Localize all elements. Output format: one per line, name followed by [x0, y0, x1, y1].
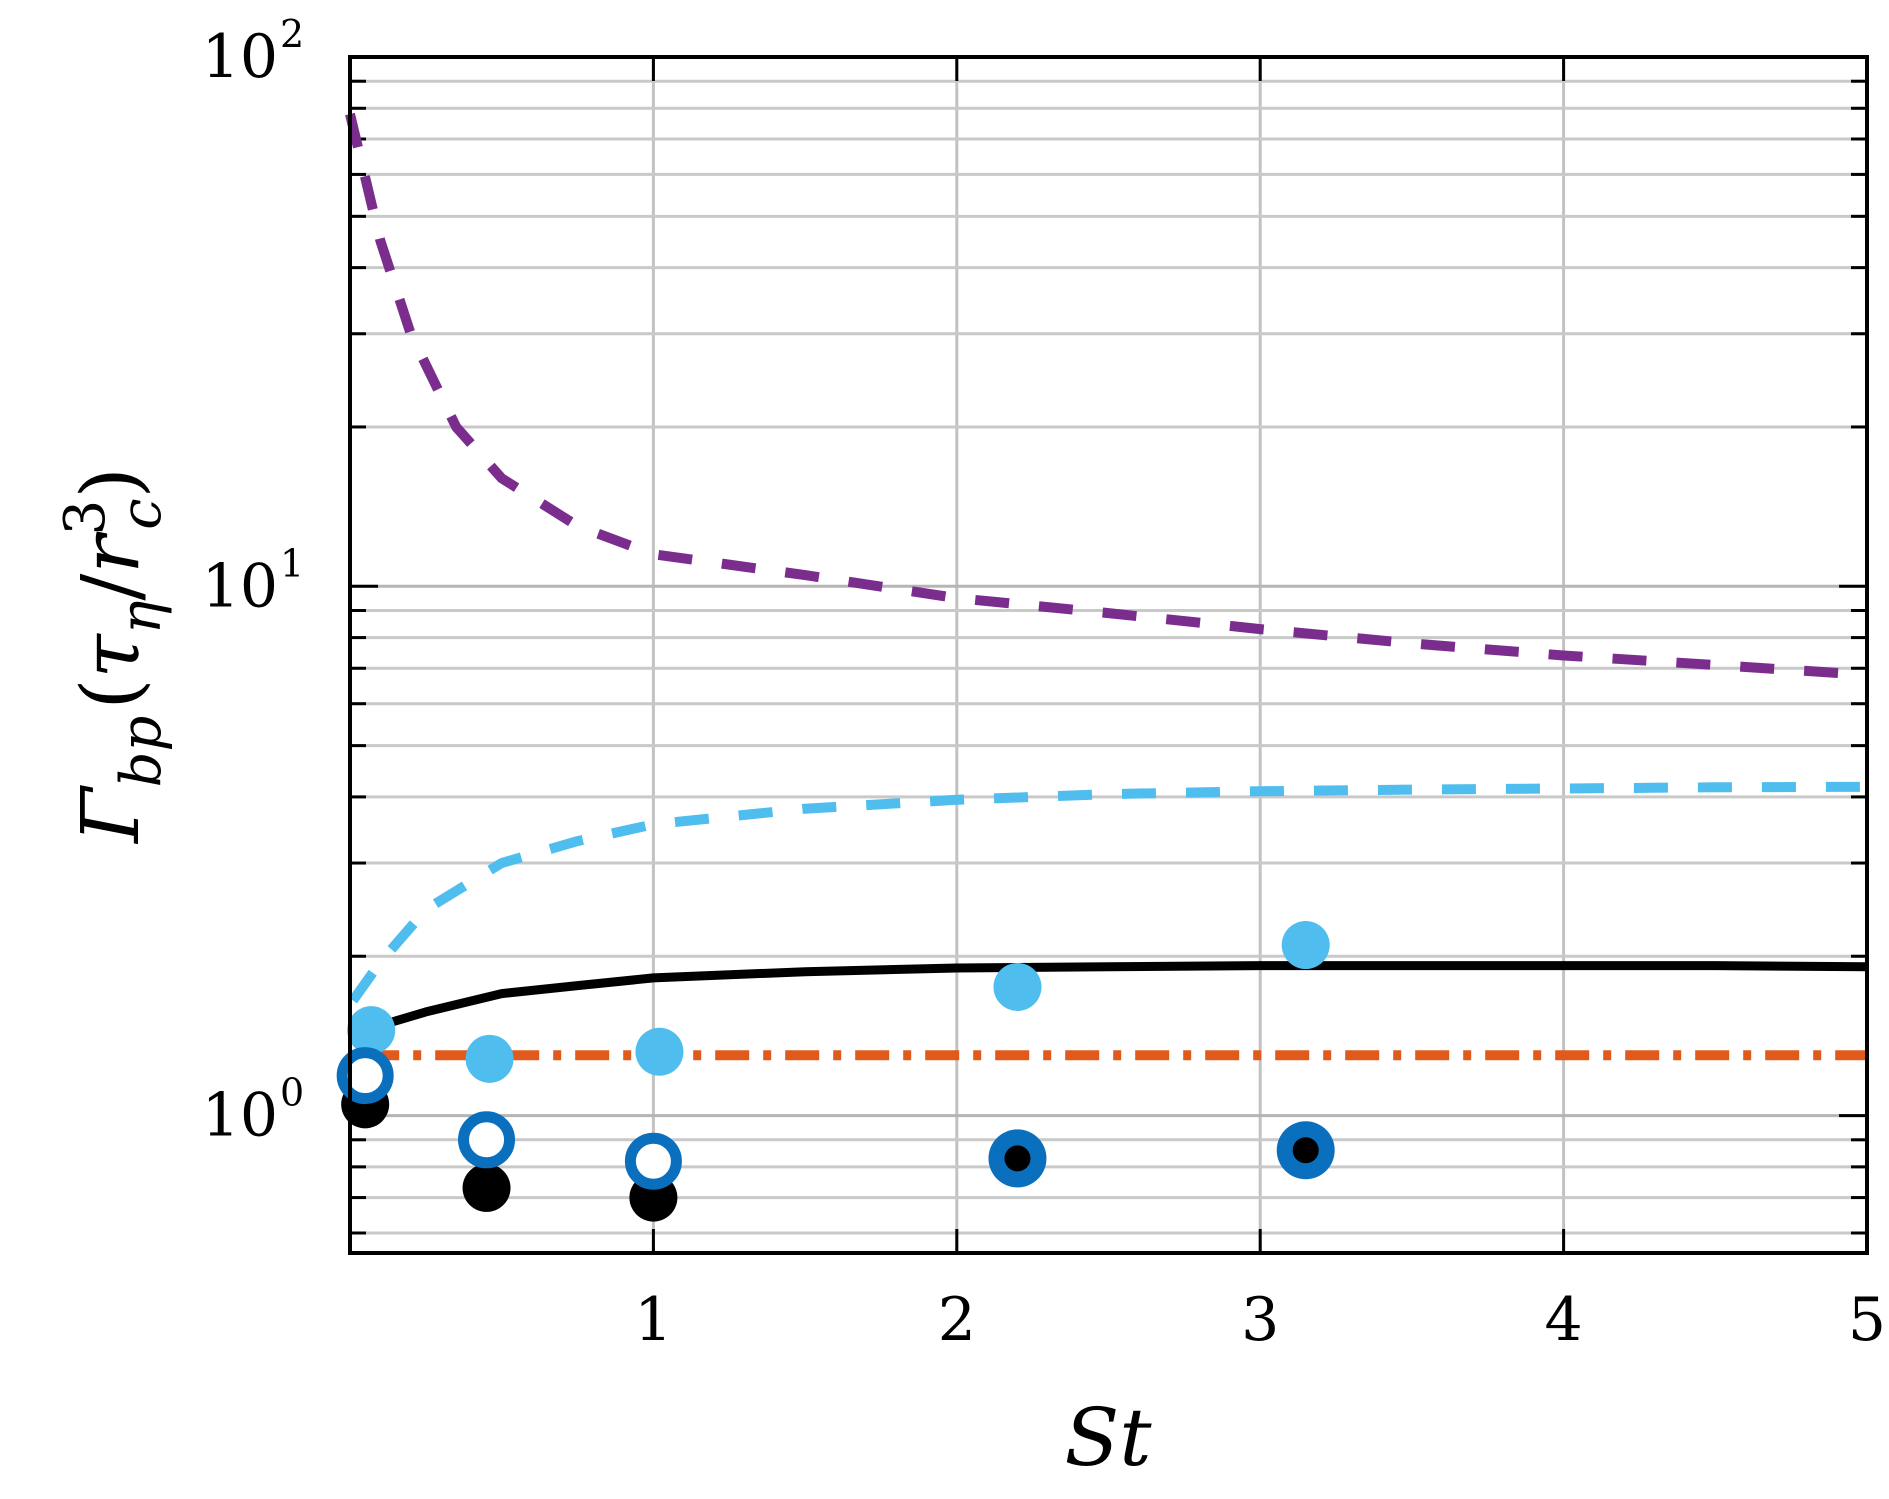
grid: [350, 57, 1869, 1253]
x-tick-labels: 1 2 3 4 5: [634, 1285, 1886, 1355]
data-point-center: [1004, 1145, 1031, 1172]
y-tick-exponent: 1: [280, 541, 304, 585]
series-lines: [345, 112, 1868, 1061]
x-tick-label: 4: [1545, 1285, 1583, 1355]
y-tick-label: 10: [202, 551, 278, 621]
data-points: [336, 921, 1335, 1222]
y-axis-title: Γbp (τη/r3c): [53, 467, 174, 845]
y-tick-exponent: 2: [280, 12, 304, 56]
ylabel-symbol: Γ: [64, 785, 157, 845]
data-point: [462, 1163, 511, 1212]
data-point-center: [1292, 1137, 1319, 1164]
svg-text:Γbp(τη/r3c): Γbp (τη/r3c): [53, 467, 174, 845]
data-point: [336, 1047, 394, 1105]
plot-frame: [348, 55, 1869, 1255]
ylabel-open: (: [64, 678, 157, 709]
ylabel-tau-sub: η: [109, 601, 174, 635]
data-point: [458, 1111, 516, 1169]
data-point: [624, 1132, 682, 1190]
y-tick-exponent: 0: [280, 1071, 304, 1115]
x-tick-label: 2: [938, 1285, 976, 1355]
ylabel-tau: τ: [64, 632, 157, 678]
ylabel-r-sup: 3: [53, 500, 118, 536]
data-point: [993, 962, 1042, 1011]
ylabel-r: r: [64, 531, 157, 574]
plot-background: [350, 57, 1867, 1253]
series-line-3: [360, 961, 1868, 1039]
y-tick-label: 10: [202, 22, 278, 92]
data-point: [1281, 921, 1330, 970]
series-line-1: [345, 112, 1868, 680]
data-point: [347, 1006, 396, 1055]
data-point: [635, 1027, 684, 1076]
series-line-2: [348, 781, 1868, 1004]
x-tick-label: 3: [1241, 1285, 1279, 1355]
y-tick-label: 10: [202, 1081, 278, 1151]
x-tick-label: 5: [1848, 1285, 1886, 1355]
ylabel-r-sub: c: [109, 498, 174, 529]
x-axis-title: St: [1065, 1391, 1153, 1484]
data-point: [465, 1034, 514, 1083]
x-tick-label: 1: [634, 1285, 672, 1355]
ylabel-close: ): [64, 467, 157, 498]
ylabel-sub: bp: [109, 716, 174, 788]
ylabel-slash: /: [64, 574, 157, 601]
